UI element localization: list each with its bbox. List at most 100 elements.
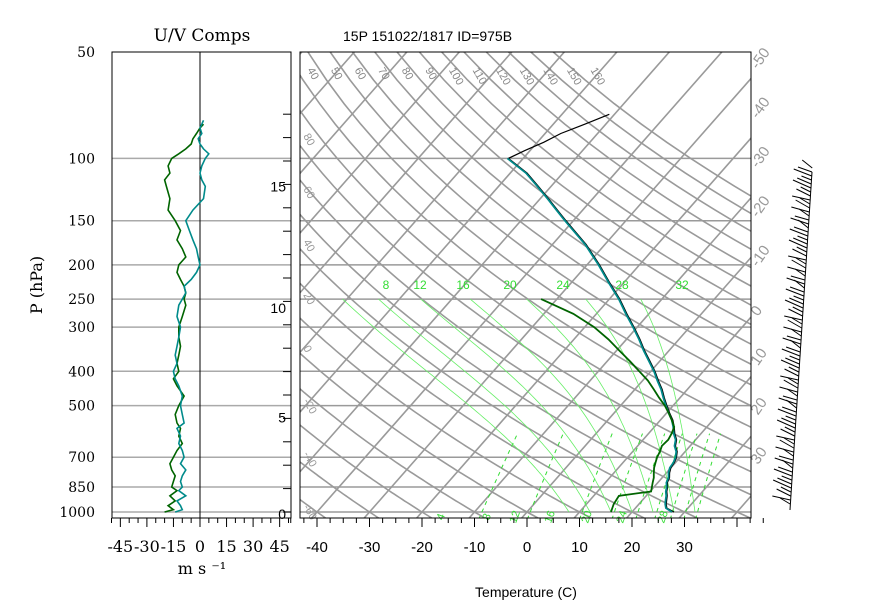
pressure-tick-label: 500: [68, 399, 95, 415]
isotherm-line: [835, 18, 887, 520]
pressure-tick-labels: 50 100 150 200 250 300 400 500 700 850 1000: [59, 45, 95, 521]
isotherm-line: [730, 494, 751, 518]
dry-adiabat-line: [300, 352, 540, 518]
theta-e-label: 80: [399, 66, 416, 83]
moist-adiabat-line: [378, 298, 591, 513]
skewt-panel-frame: [299, 51, 752, 519]
wind-barb: [778, 455, 794, 461]
wind-barb: [773, 468, 793, 477]
isotherm-line: [300, 52, 303, 56]
isotherm-line: [783, 18, 887, 520]
mixing-ratio-line: [695, 433, 722, 518]
dry-adiabat-line: [300, 144, 751, 473]
wind-barbs: [772, 159, 813, 511]
dry-adiabat-line: [418, 52, 751, 307]
mixing-ratio-line: [683, 433, 711, 518]
isotherm-line: [625, 375, 751, 518]
left-line-label: 40: [300, 238, 317, 255]
uv-series-line-0: [163, 123, 205, 513]
dry-adiabat-line: [300, 213, 751, 518]
wind-barb: [793, 168, 812, 177]
pressure-tick-label: 700: [68, 450, 95, 466]
mixing-ratio-bottom-label: 12: [507, 509, 522, 525]
dry-adiabat-line: [300, 109, 751, 451]
wind-barb: [795, 257, 807, 265]
wind-barb: [776, 419, 796, 429]
isotherm-line: [300, 52, 513, 294]
uv-panel-title: U/V Comps: [154, 26, 251, 46]
mixing-ratio-label: 28: [615, 278, 629, 292]
wind-barb: [782, 448, 794, 457]
wind-barb: [786, 399, 797, 409]
wind-barb: [798, 208, 810, 217]
wind-barb: [789, 286, 805, 293]
wind-barb: [787, 377, 799, 385]
wind-barb: [772, 495, 791, 501]
left-line-label: -60: [300, 503, 318, 523]
theta-e-label: 90: [422, 66, 439, 83]
height-tick-label: 15: [270, 178, 286, 194]
left-line-label: -20: [300, 397, 318, 417]
mixing-ratio-bottom-label: 8: [480, 512, 493, 522]
wind-barb: [797, 177, 812, 185]
temperature-x-tick-label: -30: [359, 539, 381, 556]
wind-barb: [784, 368, 799, 377]
moist-adiabat-line: [469, 298, 633, 513]
theta-e-label: 60: [352, 66, 369, 83]
mixing-ratio-line: [635, 433, 666, 518]
skewt-panel-title: 15P 151022/1817 ID=975B: [343, 28, 512, 44]
height-tick-label: 10: [270, 300, 286, 316]
wind-barb: [795, 199, 810, 209]
wind-barb: [793, 226, 809, 233]
dry-adiabat-line: [440, 52, 751, 287]
uv-x-ticks: -45 -30 -15 0 15 30 45: [107, 518, 290, 556]
wind-barb: [789, 297, 804, 305]
mixing-ratio-bottom-label: 24: [614, 509, 629, 525]
wind-barb: [800, 186, 811, 193]
uv-panel-frame: [111, 51, 292, 519]
wind-barb: [776, 435, 795, 441]
dry-adiabat-line: [300, 498, 327, 518]
temperature-x-tick-label: -20: [411, 539, 433, 556]
moist-adiabat-line: [342, 298, 570, 513]
wind-barb: [792, 195, 811, 201]
mixing-ratio-label: 24: [556, 278, 570, 292]
pressure-tick-label: 50: [77, 45, 95, 61]
wind-barb: [784, 299, 804, 309]
left-line-label: 60: [300, 185, 317, 202]
pressure-tick-label: 250: [68, 292, 95, 308]
wind-barb: [794, 279, 805, 289]
temperature-axis-label: Temperature (C): [475, 584, 577, 600]
left-line-label: 20: [300, 291, 317, 308]
pressure-tick-label: 200: [68, 258, 95, 274]
left-line-label: 0: [300, 344, 313, 355]
isotherm-line: [300, 52, 356, 115]
theta-label: 10: [747, 345, 770, 368]
wind-barb: [784, 315, 803, 321]
wind-barb: [792, 306, 803, 313]
wind-barb: [792, 248, 807, 257]
wind-barb: [785, 357, 800, 365]
pressure-tick-label: 300: [68, 320, 95, 336]
wind-barb: [794, 268, 806, 277]
moist-adiabat-line: [420, 298, 612, 513]
wind-barb: [781, 475, 792, 481]
height-tick-label: 0: [278, 506, 286, 522]
skewt-background-lines: [300, 18, 887, 520]
dry-adiabat-line: [300, 282, 646, 518]
dry-adiabat-line: [552, 52, 751, 197]
mixing-ratio-line: [611, 433, 643, 518]
dry-adiabat-line: [300, 178, 751, 496]
dry-adiabat-line: [462, 52, 751, 269]
sounding-line-0: [507, 113, 678, 513]
mixing-ratio-bottom-label: 16: [542, 509, 557, 525]
mixing-ratio-label: 12: [413, 278, 427, 292]
isotherm-line: [573, 315, 751, 518]
theta-e-label: 40: [304, 66, 321, 83]
uv-x-axis-label: m s ⁻¹: [178, 559, 226, 578]
wind-barb: [789, 228, 808, 237]
pressure-tick-label: 400: [68, 364, 95, 380]
height-ticks: 0 5 10 15: [270, 113, 291, 522]
pressure-axis-label: P (hPa): [27, 256, 46, 314]
